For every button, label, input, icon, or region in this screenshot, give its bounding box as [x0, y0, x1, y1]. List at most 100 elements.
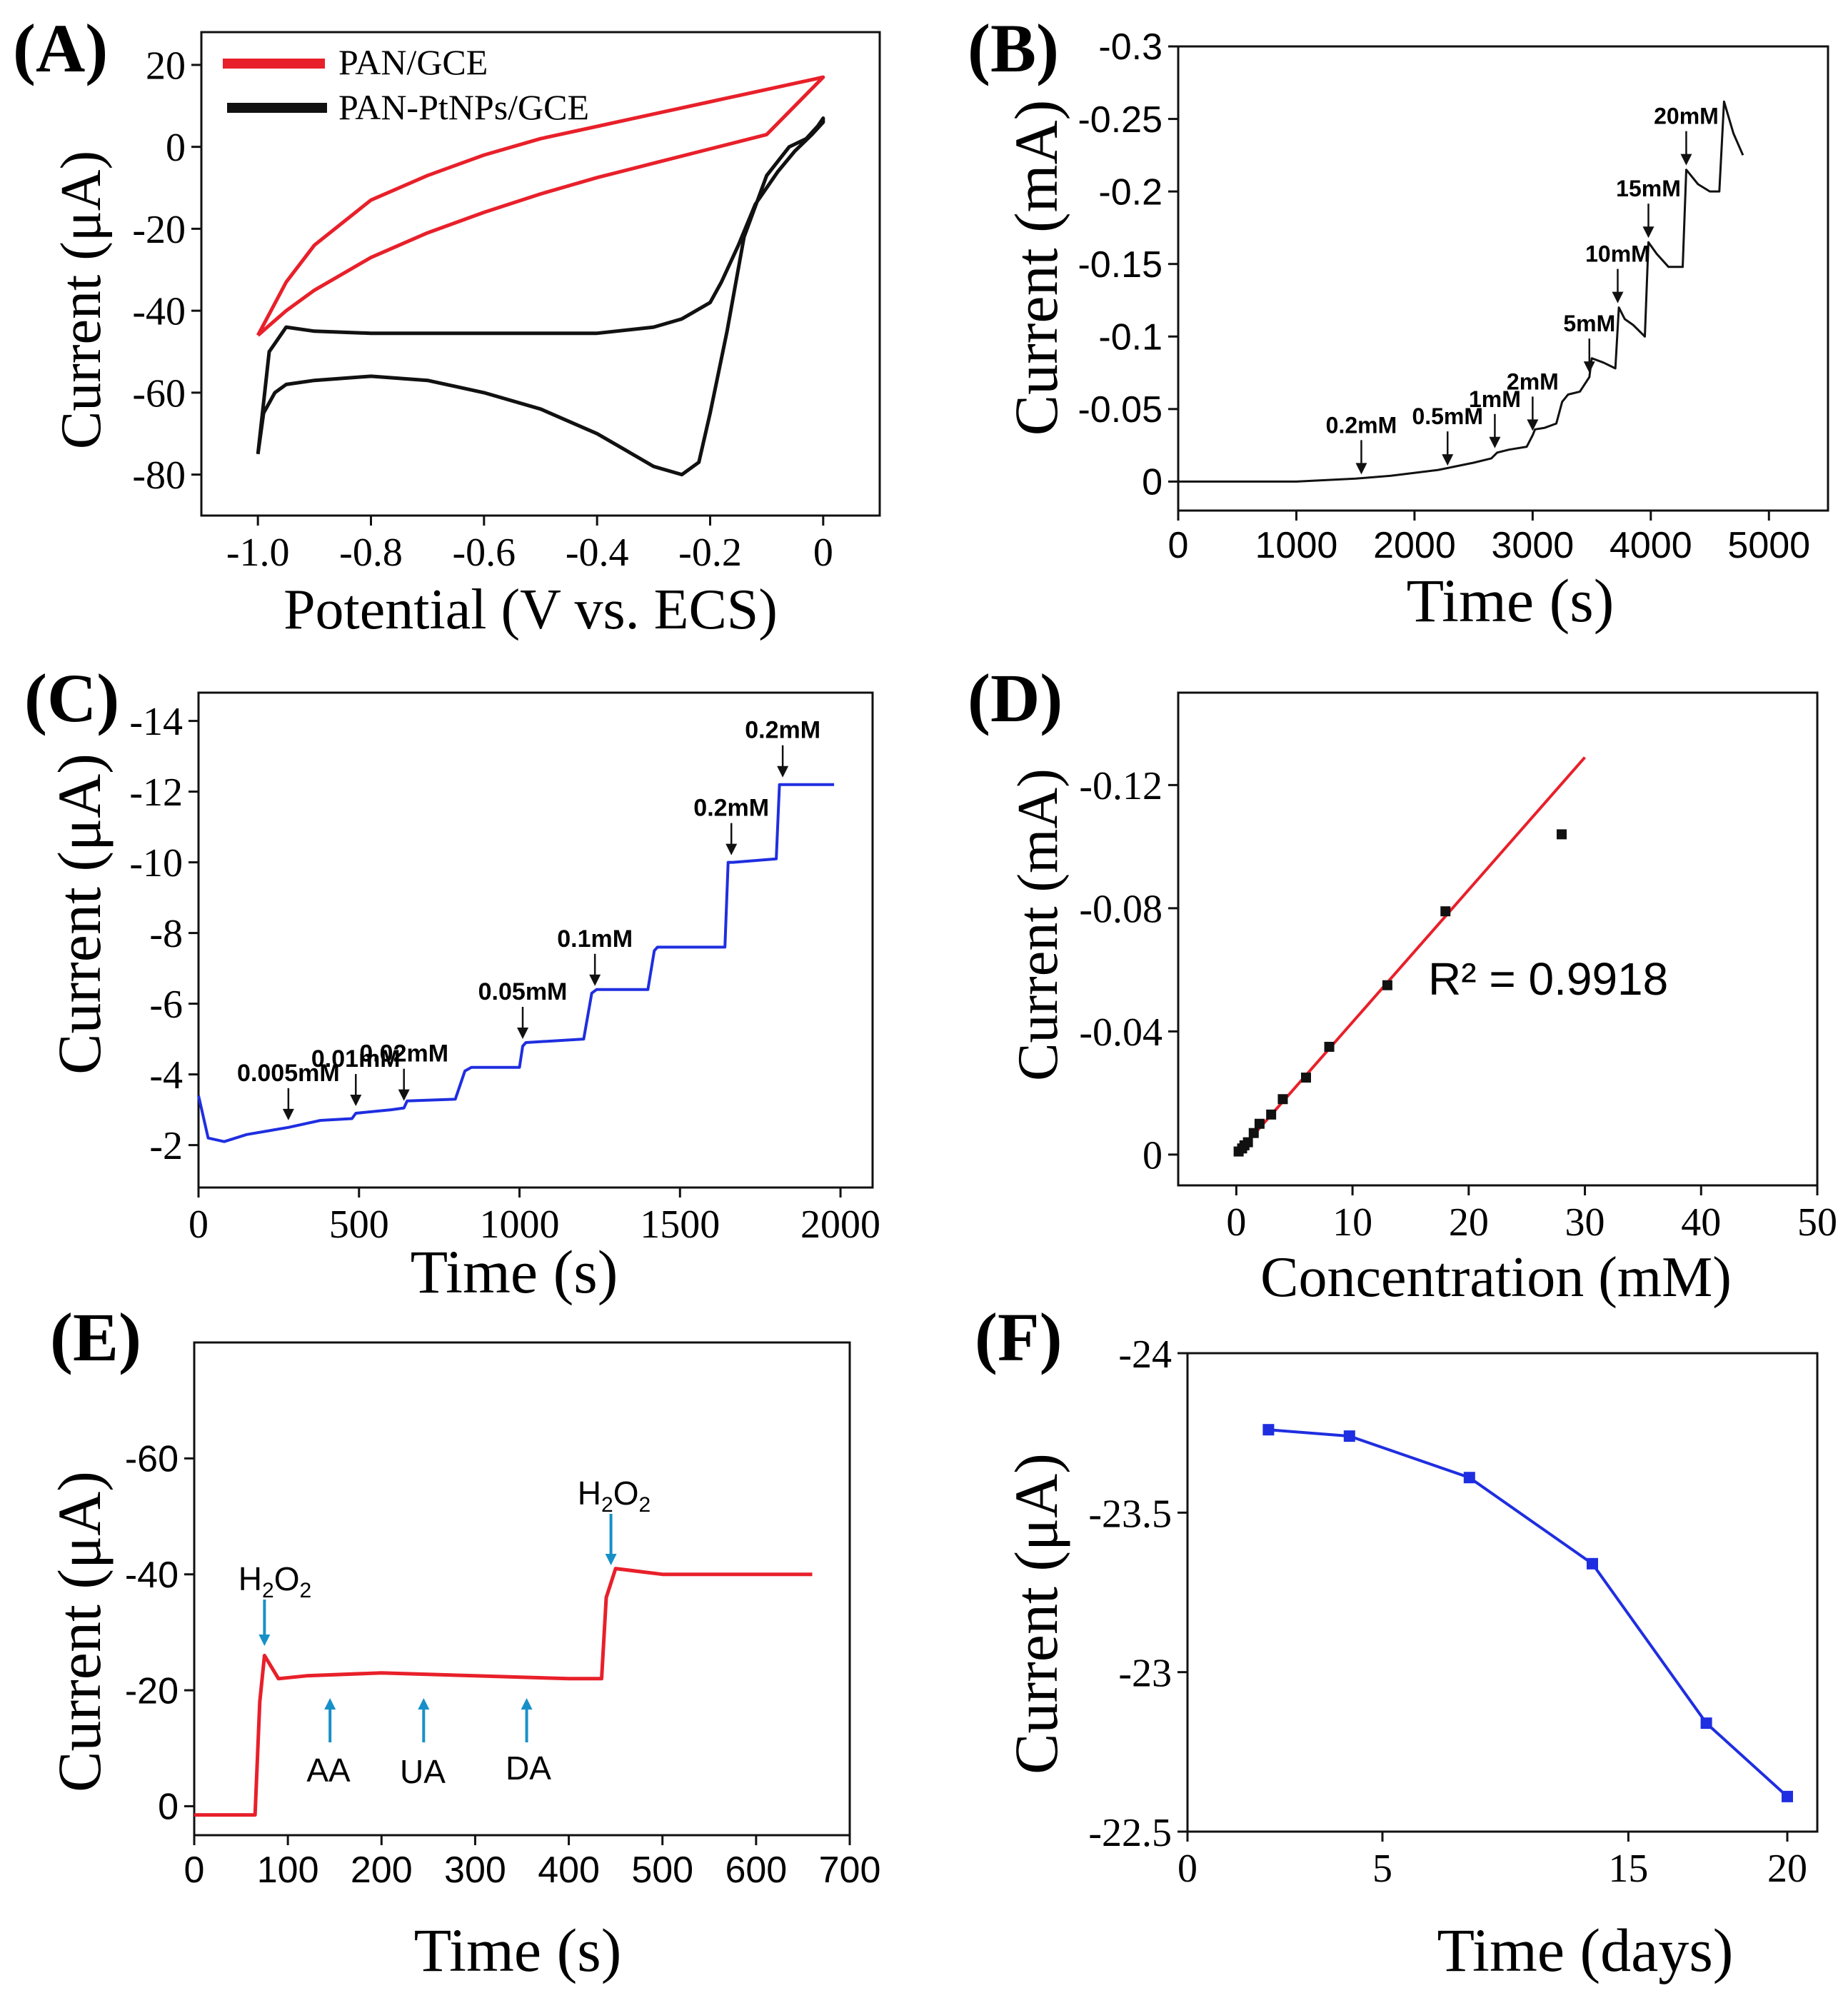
b-ytick-label: -0.15	[1078, 244, 1162, 286]
f-ytick-label: -23	[1118, 1652, 1172, 1696]
b-step-label: 20mM	[1654, 104, 1719, 129]
stability-point	[1343, 1430, 1355, 1442]
c-step-label: 0.02mM	[359, 1040, 448, 1068]
a-ytick-label: -40	[132, 290, 186, 334]
b-ytick-label: -0.05	[1078, 389, 1162, 431]
e-ytick-label: -60	[125, 1439, 179, 1480]
h2o2-first-sub-2b: 2	[300, 1579, 312, 1602]
d-xtick-label: 40	[1681, 1200, 1721, 1245]
b-step-arrow-head	[1680, 154, 1692, 166]
b-step-label: 2mM	[1507, 368, 1559, 394]
c-ytick-label: -8	[149, 912, 183, 956]
a-xtick-label: -1.0	[226, 531, 290, 575]
b-step-arrow-head	[1489, 436, 1501, 448]
e-ytick-label: -40	[125, 1555, 179, 1596]
c-step-label: 0.1mM	[557, 925, 633, 953]
a-axes-frame	[200, 31, 881, 517]
aa-arrow-head	[324, 1698, 336, 1710]
c-step-label: 0.2mM	[693, 795, 769, 822]
ylabel-d: Current (mA)	[1007, 768, 1070, 1081]
plot-d: 0 10 20 30 40 50 -0.12 -0.08 -0.04 0	[1079, 691, 1837, 1245]
da-arrow-head	[521, 1698, 533, 1710]
calibration-point	[1301, 1073, 1311, 1083]
e-xtick-label: 200	[351, 1849, 413, 1891]
calibration-point	[1277, 1094, 1288, 1105]
c-step-arrow-head	[282, 1108, 294, 1120]
ua-arrow-head	[418, 1698, 430, 1710]
e-xtick-label: 400	[538, 1849, 600, 1891]
ylabel-c: Current (μA)	[45, 753, 114, 1075]
calibration-point	[1382, 980, 1392, 990]
b-step-arrow-head	[1642, 226, 1654, 239]
h2o2-second-o: O	[613, 1475, 639, 1512]
ylabel-f: Current (μA)	[1002, 1453, 1070, 1774]
plot-c: 0 500 1000 1500 2000 -14 -12 -10 -8 -6 -4 -2 0.005mM…	[129, 691, 880, 1247]
b-ytick-label: -0.1	[1098, 316, 1162, 358]
a-ytick-label: 20	[146, 44, 186, 88]
a-xtick-label: -0.6	[453, 531, 516, 575]
d-ytick-label: -0.04	[1079, 1010, 1162, 1055]
b-step-arrow-head	[1583, 361, 1595, 373]
c-step-arrow-head	[517, 1028, 529, 1039]
b-step-arrow-head	[1527, 419, 1539, 431]
xlabel-c: Time (s)	[411, 1238, 618, 1306]
b-step-arrow-head	[1612, 291, 1624, 303]
a-xtick-label: -0.8	[339, 531, 403, 575]
linear-fit-line	[1235, 756, 1587, 1156]
calibration-point	[1248, 1128, 1259, 1138]
panel-label-b: (B)	[968, 10, 1059, 86]
legend-a-label-1: PAN-PtNPs/GCE	[338, 87, 589, 127]
b-step-label: 0.5mM	[1412, 403, 1483, 429]
stability-point	[1782, 1790, 1793, 1802]
stability-point	[1262, 1424, 1275, 1436]
a-xtick-label: -0.4	[566, 531, 629, 575]
interference-trace	[194, 1567, 813, 1817]
c-xtick-label: 2000	[800, 1203, 880, 1247]
b-xtick-label: 0	[1168, 525, 1189, 566]
b-step-label: 10mM	[1585, 241, 1650, 267]
c-xtick-label: 0	[189, 1203, 209, 1247]
c-xtick-label: 500	[329, 1203, 389, 1247]
c-ytick-label: -4	[149, 1053, 183, 1098]
d-xtick-label: 10	[1332, 1200, 1372, 1245]
stability-point	[1700, 1717, 1712, 1730]
a-ytick-label: -60	[132, 371, 186, 416]
c-step-arrow-head	[777, 765, 789, 778]
e-xtick-label: 100	[257, 1849, 319, 1891]
a-ytick-label: -20	[132, 208, 186, 252]
legend-a-label-0: PAN/GCE	[338, 42, 488, 82]
c-ytick-label: -2	[149, 1124, 183, 1168]
panel-label-e: (E)	[50, 1299, 141, 1375]
h2o2-first-h: H	[238, 1560, 262, 1597]
f-xtick-label: 15	[1608, 1847, 1648, 1891]
d-ytick-label: 0	[1143, 1133, 1162, 1178]
b-xtick-label: 2000	[1373, 525, 1456, 566]
calibration-point	[1266, 1109, 1277, 1120]
b-xtick-label: 3000	[1492, 525, 1575, 566]
c-step-arrow-head	[589, 974, 601, 986]
d-ytick-label: -0.12	[1079, 764, 1162, 808]
c-ytick-label: -6	[149, 983, 183, 1027]
h2o2-second-sub-2b: 2	[639, 1493, 651, 1517]
plot-b: 0 1000 2000 3000 4000 5000 -0.3 -0.25 -0.2 -0.15 -…	[1078, 26, 1829, 566]
calibration-point	[1440, 906, 1451, 917]
f-ytick-label: -24	[1118, 1332, 1172, 1377]
d-xtick-label: 20	[1449, 1200, 1489, 1245]
b-step-label: 1mM	[1469, 386, 1521, 412]
e-ytick-label: 0	[158, 1787, 179, 1828]
f-axes-frame	[1186, 1352, 1819, 1833]
e-axes-frame	[193, 1341, 851, 1837]
amperometric-trace	[197, 783, 835, 1143]
c-step-label: 0.01mM	[311, 1045, 401, 1073]
c-step-label: 0.2mM	[745, 717, 820, 744]
b-ytick-label: 0	[1142, 462, 1162, 503]
b-axes-frame	[1177, 45, 1829, 512]
stability-point	[1587, 1557, 1598, 1570]
f-xtick-label: 20	[1767, 1847, 1807, 1891]
d-xtick-label: 0	[1226, 1200, 1246, 1245]
xlabel-a: Potential (V vs. ECS)	[283, 578, 778, 641]
e-xtick-label: 600	[725, 1849, 787, 1891]
arrow-label-da: DA	[506, 1749, 551, 1787]
xlabel-e: Time (s)	[414, 1916, 622, 1984]
